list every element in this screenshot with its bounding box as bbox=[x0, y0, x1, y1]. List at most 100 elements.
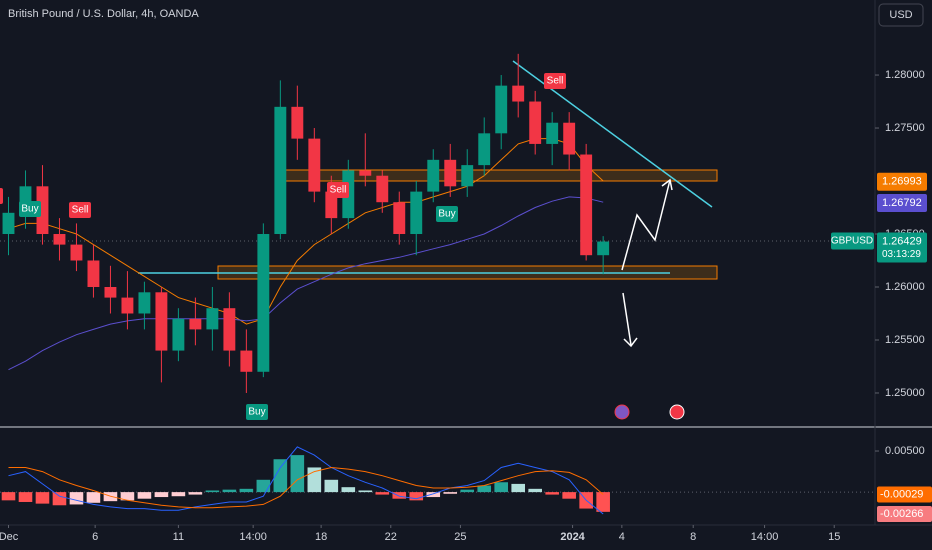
macd-tag bbox=[877, 486, 932, 503]
signal-label: Sell bbox=[72, 205, 89, 216]
candle-body bbox=[461, 165, 474, 187]
signal-badge bbox=[544, 73, 566, 89]
candle-body bbox=[206, 308, 219, 330]
macd-histogram-bar bbox=[375, 492, 390, 495]
x-tick-label: 18 bbox=[315, 531, 327, 543]
x-tick-label: 4 bbox=[619, 531, 625, 543]
event-icon[interactable] bbox=[614, 404, 630, 420]
candle-body bbox=[274, 106, 287, 235]
signal-label: Buy bbox=[438, 209, 455, 220]
candle-body bbox=[393, 202, 406, 235]
macd-histogram-bar bbox=[35, 492, 50, 504]
macd-histogram-bar bbox=[52, 492, 67, 506]
macd-histogram-bar bbox=[324, 479, 339, 493]
candle-body bbox=[444, 159, 457, 187]
macd-histogram-bar bbox=[460, 489, 475, 493]
macd-histogram-bar bbox=[409, 492, 424, 501]
signal-badge bbox=[19, 201, 41, 217]
candle-body bbox=[427, 159, 440, 192]
price-tag bbox=[877, 172, 927, 191]
candle-body bbox=[512, 85, 525, 102]
macd-histogram-bar bbox=[341, 487, 356, 493]
signal-badge bbox=[436, 206, 458, 222]
candle-body bbox=[70, 244, 83, 261]
candle-body bbox=[359, 170, 372, 176]
candle-body bbox=[189, 318, 202, 330]
candle-body bbox=[410, 191, 423, 235]
signal-line bbox=[8, 466, 604, 509]
x-tick-label: 15 bbox=[828, 531, 840, 543]
candle-body bbox=[19, 186, 32, 213]
currency-label[interactable]: USD bbox=[889, 9, 912, 21]
macd-histogram-bar bbox=[18, 492, 33, 502]
candle-body bbox=[597, 241, 610, 256]
macd-histogram-bar bbox=[69, 492, 84, 505]
bearish-arrow bbox=[622, 292, 632, 346]
signal-label: Sell bbox=[330, 185, 347, 196]
macd-histogram-bar bbox=[171, 492, 186, 497]
x-tick-label: Dec bbox=[0, 531, 19, 543]
moving-average bbox=[8, 196, 604, 371]
price-tag bbox=[877, 194, 927, 213]
price-tag-label: 1.26993 bbox=[882, 176, 922, 188]
currency-button[interactable] bbox=[878, 3, 924, 27]
last-price-label: 1.26429 bbox=[882, 235, 922, 247]
arrow-head bbox=[661, 178, 673, 191]
candle-body bbox=[325, 191, 338, 219]
moving-average bbox=[8, 138, 604, 325]
macd-histogram-bar bbox=[188, 492, 203, 495]
macd-histogram-bar bbox=[545, 492, 559, 495]
candle-body bbox=[138, 292, 151, 314]
y-tick-label: 1.25500 bbox=[885, 334, 925, 346]
candle-body bbox=[240, 350, 253, 372]
macd-histogram-bar bbox=[426, 492, 441, 498]
signal-badge bbox=[69, 202, 91, 218]
macd-histogram-bar bbox=[494, 482, 509, 493]
candle-body bbox=[495, 85, 508, 134]
x-tick-label: 14:00 bbox=[751, 531, 779, 543]
y-tick-label: 1.28000 bbox=[885, 69, 925, 81]
macd-histogram-bar bbox=[273, 459, 288, 493]
signal-badge bbox=[246, 404, 268, 420]
macd-histogram-bar bbox=[511, 483, 525, 493]
macd-histogram-bar bbox=[443, 492, 458, 494]
candle-body bbox=[223, 308, 236, 351]
bullish-arrow bbox=[621, 179, 671, 271]
macd-histogram-bar bbox=[596, 492, 610, 512]
symbol-label: GBPUSD bbox=[831, 236, 873, 247]
candle-body bbox=[478, 133, 491, 166]
signal-label: Buy bbox=[248, 407, 265, 418]
x-tick-label: 6 bbox=[92, 531, 98, 543]
candle-body bbox=[308, 138, 321, 192]
macd-histogram-bar bbox=[154, 492, 169, 498]
candle-body bbox=[376, 175, 389, 203]
candle-body bbox=[546, 122, 559, 144]
y-tick-label: 1.27500 bbox=[885, 122, 925, 134]
macd-histogram-bar bbox=[358, 490, 373, 493]
signal-badge bbox=[0, 188, 3, 204]
arrow-head bbox=[623, 337, 638, 348]
y-tick-label: 0.00500 bbox=[885, 445, 925, 457]
macd-line bbox=[8, 446, 604, 515]
macd-histogram-bar bbox=[137, 492, 152, 499]
candle-body bbox=[291, 106, 304, 139]
x-tick-label: 25 bbox=[454, 531, 466, 543]
macd-histogram-bar bbox=[222, 489, 237, 493]
event-icon[interactable] bbox=[669, 404, 685, 420]
macd-histogram-bar bbox=[1, 492, 16, 501]
macd-histogram-bar bbox=[120, 492, 135, 501]
macd-histogram-bar bbox=[392, 492, 407, 499]
candle-body bbox=[87, 260, 100, 287]
macd-histogram-bar bbox=[528, 488, 542, 493]
x-tick-label: 22 bbox=[385, 531, 397, 543]
signal-badge bbox=[327, 182, 349, 198]
macd-histogram-bar bbox=[205, 490, 220, 493]
candle-body bbox=[121, 297, 134, 314]
candle-body bbox=[104, 286, 117, 298]
price-tag-label: 1.26792 bbox=[882, 197, 922, 209]
candle-body bbox=[580, 154, 593, 256]
candle-body bbox=[172, 318, 185, 351]
candle-body bbox=[529, 101, 542, 144]
